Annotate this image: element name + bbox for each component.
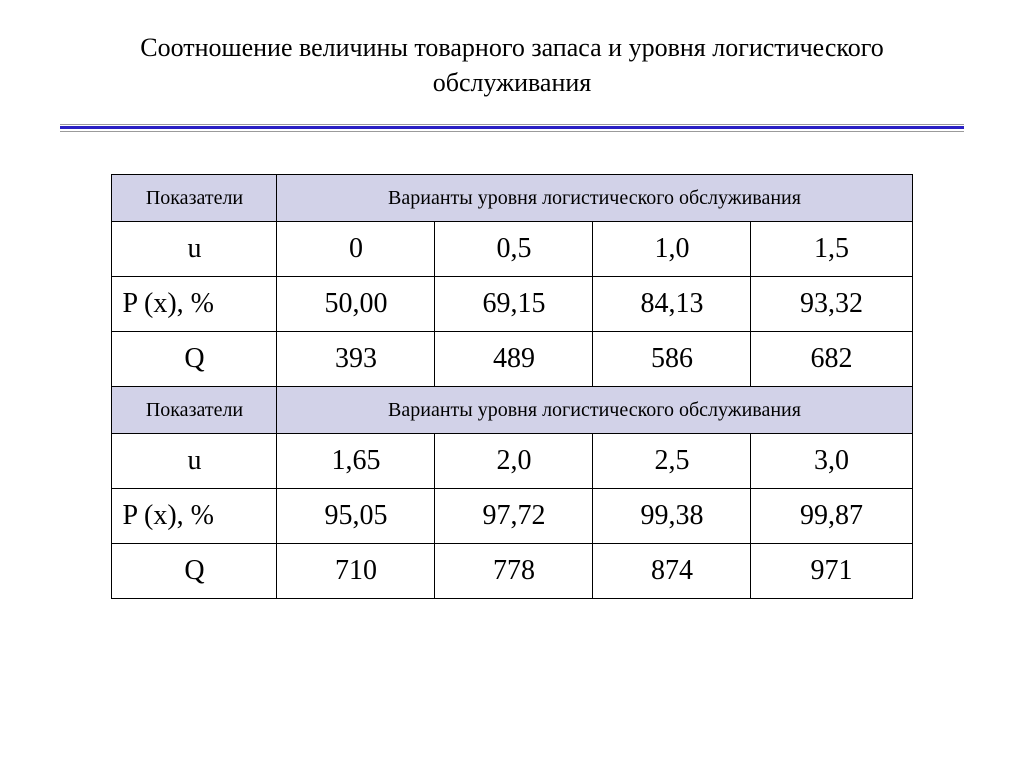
cell: 99,87: [751, 489, 912, 544]
row-label-u: u: [112, 222, 277, 277]
cell: 84,13: [593, 277, 751, 332]
table-header-row: Показатели Варианты уровня логистическог…: [112, 387, 912, 434]
table-row: Q 393 489 586 682: [112, 332, 912, 387]
cell: 3,0: [751, 434, 912, 489]
slide-title: Соотношение величины товарного запаса и …: [102, 30, 922, 100]
header-span: Варианты уровня логистического обслужива…: [277, 175, 912, 222]
cell: 874: [593, 544, 751, 599]
header-label: Показатели: [112, 387, 277, 434]
cell: 710: [277, 544, 435, 599]
cell: 1,5: [751, 222, 912, 277]
row-label-px: P (x), %: [112, 489, 277, 544]
row-label-q: Q: [112, 332, 277, 387]
cell: 393: [277, 332, 435, 387]
table-header-row: Показатели Варианты уровня логистическог…: [112, 175, 912, 222]
cell: 97,72: [435, 489, 593, 544]
table-row: u 1,65 2,0 2,5 3,0: [112, 434, 912, 489]
table-row: P (x), % 95,05 97,72 99,38 99,87: [112, 489, 912, 544]
header-label: Показатели: [112, 175, 277, 222]
row-label-u: u: [112, 434, 277, 489]
cell: 682: [751, 332, 912, 387]
cell: 50,00: [277, 277, 435, 332]
cell: 99,38: [593, 489, 751, 544]
row-label-q: Q: [112, 544, 277, 599]
row-label-px: P (x), %: [112, 277, 277, 332]
cell: 93,32: [751, 277, 912, 332]
cell: 971: [751, 544, 912, 599]
cell: 2,0: [435, 434, 593, 489]
cell: 1,0: [593, 222, 751, 277]
cell: 0,5: [435, 222, 593, 277]
data-table: Показатели Варианты уровня логистическог…: [111, 174, 912, 599]
cell: 69,15: [435, 277, 593, 332]
table-row: P (x), % 50,00 69,15 84,13 93,32: [112, 277, 912, 332]
cell: 0: [277, 222, 435, 277]
horizontal-rule: [60, 124, 964, 132]
cell: 1,65: [277, 434, 435, 489]
header-span: Варианты уровня логистического обслужива…: [277, 387, 912, 434]
cell: 2,5: [593, 434, 751, 489]
cell: 586: [593, 332, 751, 387]
cell: 95,05: [277, 489, 435, 544]
cell: 778: [435, 544, 593, 599]
table-row: Q 710 778 874 971: [112, 544, 912, 599]
table-row: u 0 0,5 1,0 1,5: [112, 222, 912, 277]
cell: 489: [435, 332, 593, 387]
